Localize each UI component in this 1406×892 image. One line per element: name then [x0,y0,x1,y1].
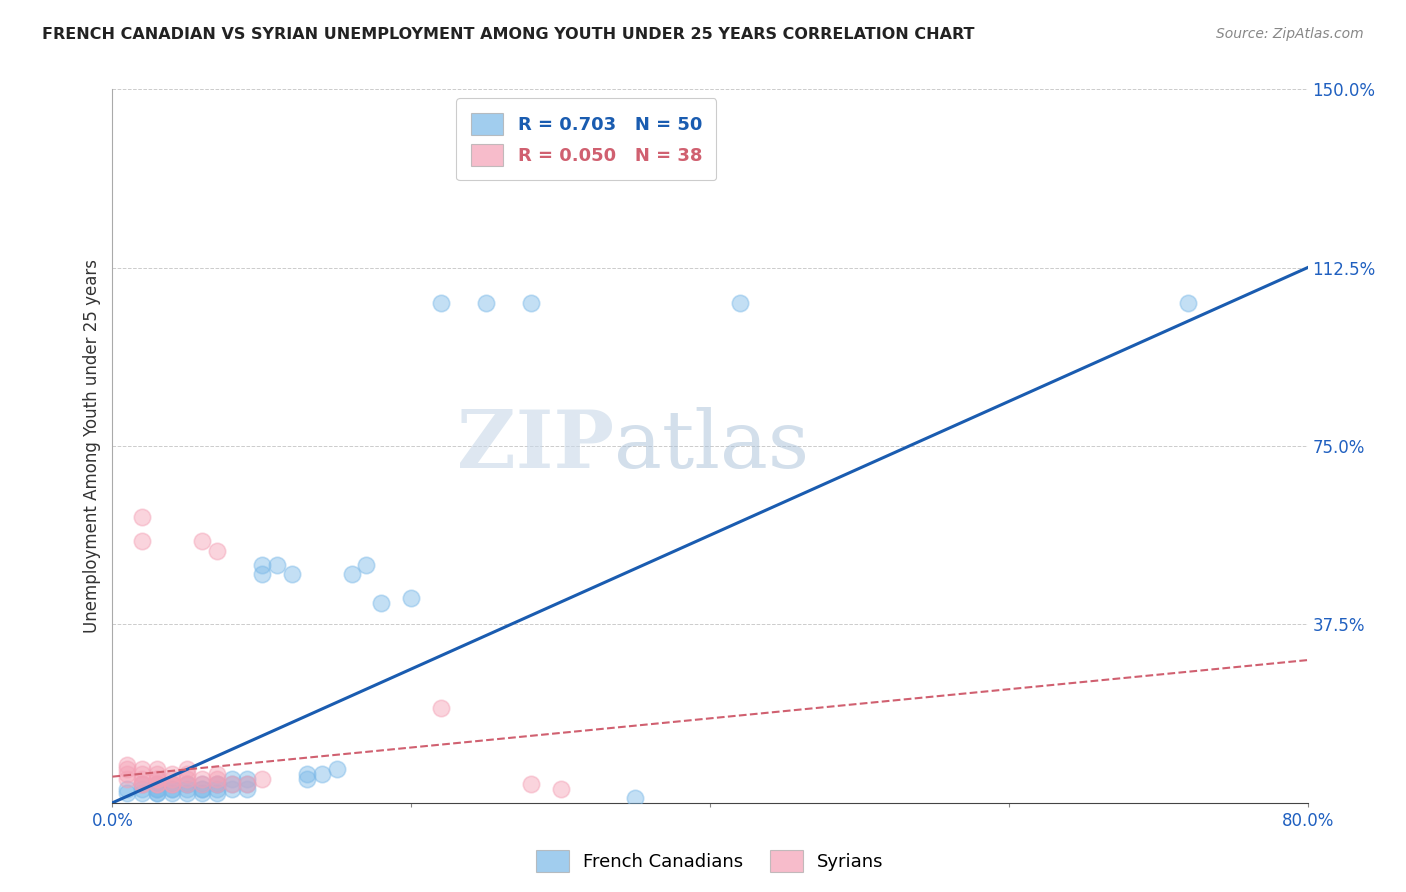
Point [176,772,198,786]
Point [131,510,153,524]
Point [131,781,153,796]
Point [162,781,183,796]
Text: Source: ZipAtlas.com: Source: ZipAtlas.com [1216,27,1364,41]
Point [221,772,243,786]
Point [550,781,572,796]
Point [146,772,169,786]
Point [191,781,214,796]
Point [146,781,169,796]
Point [475,296,498,310]
Point [162,777,183,791]
Point [236,772,259,786]
Point [131,777,153,791]
Text: ZIP: ZIP [457,407,614,485]
Point [205,777,228,791]
Point [131,786,153,800]
Point [162,786,183,800]
Point [176,786,198,800]
Point [146,772,169,786]
Point [520,296,543,310]
Point [295,772,318,786]
Point [131,767,153,781]
Point [131,777,153,791]
Point [1177,296,1199,310]
Point [624,791,647,805]
Point [221,777,243,791]
Point [191,777,214,791]
Point [117,772,139,786]
Point [311,767,333,781]
Point [205,786,228,800]
Point [266,558,288,572]
Point [176,777,198,791]
Point [117,757,139,772]
Point [728,296,751,310]
Point [146,763,169,777]
Point [131,534,153,549]
Point [146,777,169,791]
Point [176,781,198,796]
Point [236,777,259,791]
Point [176,767,198,781]
Point [205,767,228,781]
Point [205,772,228,786]
Point [176,777,198,791]
Point [176,777,198,791]
Point [146,786,169,800]
Point [205,781,228,796]
Point [281,567,304,582]
Point [117,786,139,800]
Point [162,781,183,796]
Point [191,772,214,786]
Point [191,777,214,791]
Point [131,763,153,777]
Legend: French Canadians, Syrians: French Canadians, Syrians [529,843,891,880]
Point [370,596,392,610]
Point [131,772,153,786]
Point [162,772,183,786]
Point [191,534,214,549]
Point [250,558,273,572]
Point [430,700,453,714]
Point [295,767,318,781]
Point [162,777,183,791]
Y-axis label: Unemployment Among Youth under 25 years: Unemployment Among Youth under 25 years [83,259,101,633]
Point [236,781,259,796]
Point [401,591,423,606]
Point [250,772,273,786]
Point [146,786,169,800]
Point [221,777,243,791]
Point [176,763,198,777]
Point [131,777,153,791]
Point [117,781,139,796]
Point [162,767,183,781]
Text: atlas: atlas [614,407,810,485]
Point [146,781,169,796]
Point [191,786,214,800]
Point [146,767,169,781]
Point [520,777,543,791]
Point [146,777,169,791]
Point [340,567,363,582]
Point [205,777,228,791]
Point [205,543,228,558]
Point [117,763,139,777]
Point [236,777,259,791]
Point [430,296,453,310]
Point [117,767,139,781]
Point [221,781,243,796]
Text: FRENCH CANADIAN VS SYRIAN UNEMPLOYMENT AMONG YOUTH UNDER 25 YEARS CORRELATION CH: FRENCH CANADIAN VS SYRIAN UNEMPLOYMENT A… [42,27,974,42]
Point [162,777,183,791]
Point [146,777,169,791]
Point [250,567,273,582]
Point [191,781,214,796]
Point [205,777,228,791]
Point [356,558,378,572]
Point [325,763,347,777]
